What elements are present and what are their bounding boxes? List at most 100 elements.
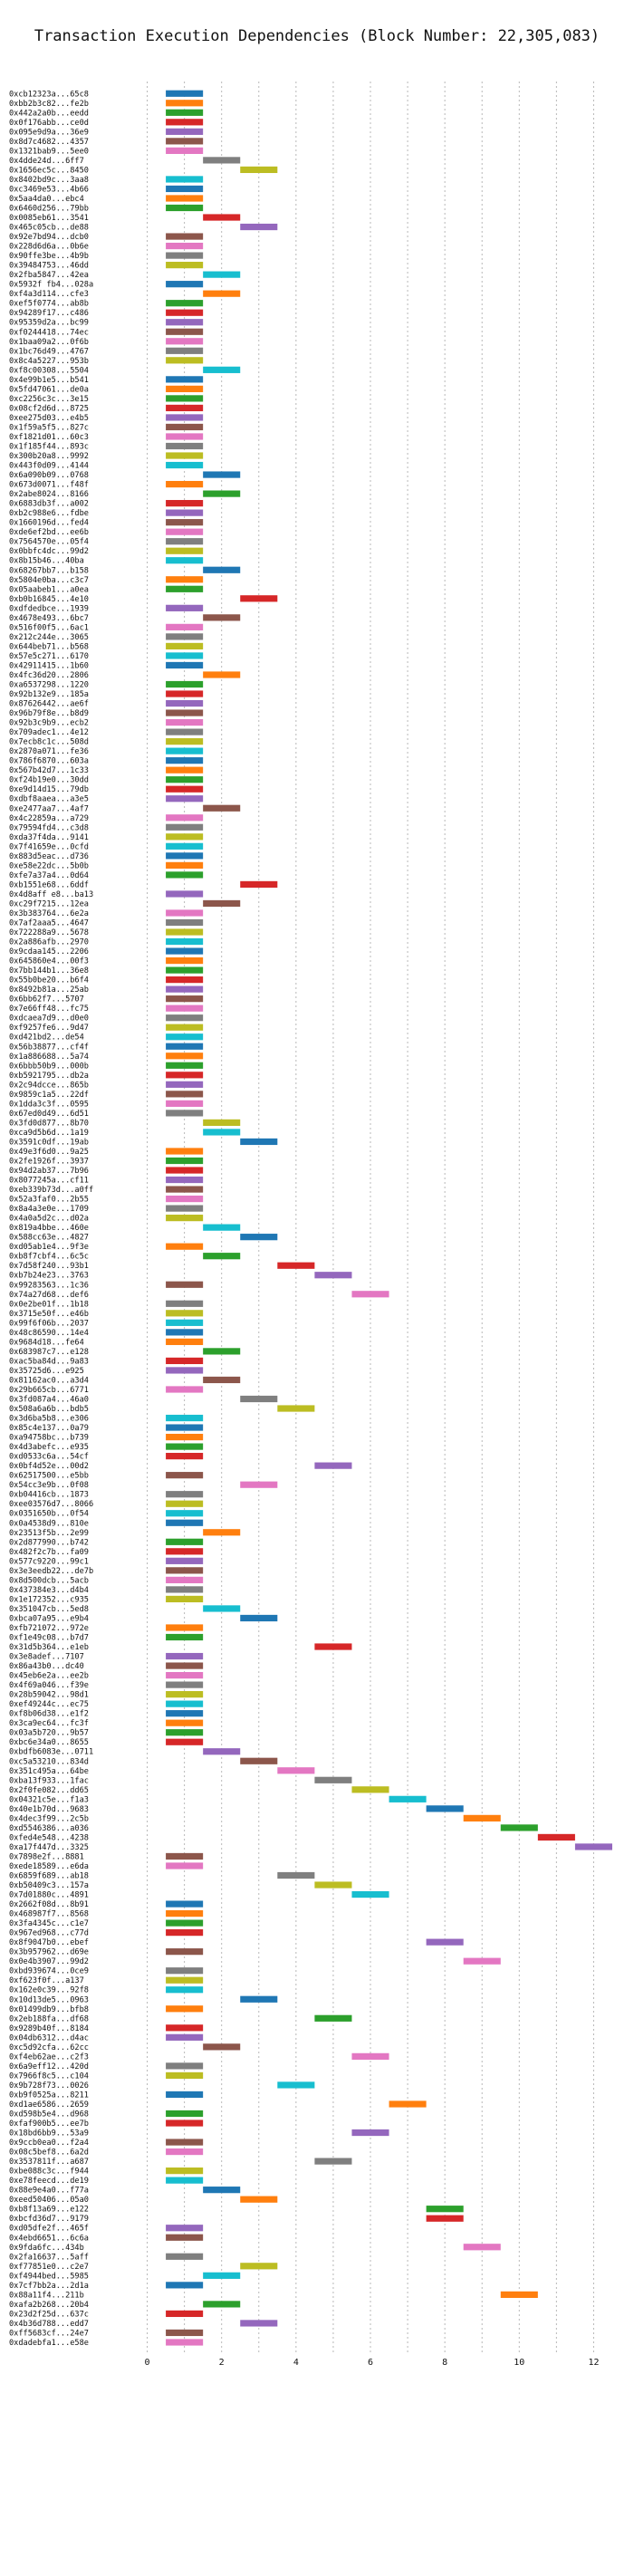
bar-13 [203, 214, 241, 221]
bar-95 [166, 995, 204, 1003]
bar-176 [277, 1767, 315, 1774]
bar-37 [166, 442, 204, 450]
y-label-2: 0x442a2a0b...eedd [9, 109, 89, 118]
bar-169 [166, 1700, 204, 1707]
y-label-31: 0x5fd47061...de0a [9, 385, 89, 394]
bar-93 [166, 976, 204, 984]
bar-63 [166, 690, 204, 697]
bar-74 [166, 795, 204, 803]
y-label-195: 0x3b957962...d69e [9, 1948, 89, 1957]
y-label-229: 0xf4944bed...5985 [9, 2272, 89, 2281]
bar-39 [166, 461, 204, 469]
y-label-18: 0x39484753...46dd [9, 262, 89, 271]
bar-79 [166, 842, 204, 850]
bar-123 [277, 1262, 315, 1269]
bar-51 [166, 576, 204, 583]
bar-152 [166, 1538, 204, 1545]
bar-35 [166, 423, 204, 431]
bar-52 [166, 585, 204, 592]
y-label-16: 0x228d6d6a...0b6e [9, 243, 89, 252]
bar-66 [166, 718, 204, 726]
y-label-214: 0x18bd6bb9...53a9 [9, 2129, 89, 2139]
bar-11 [166, 195, 204, 202]
y-label-19: 0x2fba5847...42ea [9, 271, 89, 280]
y-label-228: 0xf77851e0...c2e7 [9, 2263, 89, 2272]
y-label-112: 0x2fe1926f...3937 [9, 1158, 89, 1167]
y-label-66: 0x92b3c9b9...ecb2 [9, 719, 89, 728]
bar-159 [203, 1605, 241, 1612]
bar-200 [240, 1995, 278, 2003]
bar-179 [389, 1795, 427, 1802]
y-label-173: 0xbc6e34a0...8655 [9, 1738, 89, 1747]
bar-191 [166, 1909, 204, 1918]
y-label-81: 0xe58e22dc...5b0b [9, 861, 89, 870]
bar-136 [166, 1386, 204, 1393]
y-label-226: 0x9fda6fc...434b [9, 2244, 84, 2253]
y-label-160: 0xbca07a95...e9b4 [9, 1614, 89, 1623]
y-label-136: 0x29b665cb...6771 [9, 1386, 89, 1395]
bar-221 [240, 2196, 278, 2203]
y-label-208: 0x7966f8c5...c104 [9, 2071, 89, 2081]
y-label-128: 0x3715e50f...e46b [9, 1310, 89, 1319]
bar-54 [166, 604, 204, 611]
bar-72 [166, 776, 204, 783]
bar-130 [166, 1329, 204, 1336]
bar-57 [166, 633, 204, 640]
y-label-34: 0xee275d03...e4b5 [9, 414, 89, 423]
y-label-27: 0x1bc76d49...4767 [9, 347, 89, 356]
y-label-152: 0x2d877990...b742 [9, 1538, 89, 1547]
bar-122 [203, 1253, 241, 1260]
y-label-188: 0xb50409c3...157a [9, 1881, 89, 1890]
y-label-164: 0x3e8adef...7107 [9, 1653, 84, 1662]
y-label-223: 0xbcfd36d7...9179 [9, 2215, 89, 2224]
bar-10 [166, 185, 204, 193]
bar-189 [351, 1890, 389, 1898]
y-label-56: 0x516f00f5...6ac1 [9, 623, 89, 632]
y-label-165: 0x86a43b0...dc40 [9, 1662, 84, 1671]
bar-12 [166, 204, 204, 212]
y-label-185: 0x7898e2f...8881 [9, 1852, 84, 1861]
bar-168 [166, 1691, 204, 1698]
bar-94 [166, 985, 204, 993]
y-label-52: 0x05aabeb1...a0ea [9, 585, 89, 594]
y-label-78: 0xda37f4da...9141 [9, 833, 89, 842]
bar-90 [166, 947, 204, 955]
bar-77 [166, 823, 204, 831]
y-label-224: 0xd05dfe2f...465f [9, 2225, 89, 2234]
bar-1 [166, 100, 204, 107]
bar-2 [166, 109, 204, 116]
y-label-121: 0xd05ab1e4...9f3e [9, 1243, 89, 1252]
y-label-198: 0xf623f0f...a137 [9, 1976, 84, 1985]
y-label-95: 0x6bb62f7...5707 [9, 995, 84, 1004]
bar-199 [166, 1986, 204, 1994]
bar-171 [166, 1719, 204, 1726]
bar-226 [463, 2244, 501, 2251]
x-tick-6: 6 [368, 2358, 373, 2368]
y-label-178: 0x2f0fe082...dd65 [9, 1786, 89, 1795]
bar-0 [166, 90, 204, 97]
y-label-168: 0x28b59042...98d1 [9, 1691, 89, 1700]
y-label-162: 0xf1e49c08...b7d7 [9, 1634, 89, 1643]
bar-58 [166, 642, 204, 650]
y-label-197: 0xbd939674...0ce9 [9, 1967, 89, 1976]
bar-212 [166, 2110, 204, 2118]
y-label-82: 0xfe7a37a4...0d64 [9, 871, 89, 880]
bar-34 [166, 414, 204, 421]
y-label-39: 0x443f0d09...4144 [9, 462, 89, 471]
y-label-90: 0x9cdaa145...2206 [9, 947, 89, 956]
y-label-29: 0xf8c00308...5504 [9, 366, 89, 375]
y-label-36: 0xf1821d01...60c3 [9, 433, 89, 442]
bar-42 [203, 490, 241, 497]
y-label-123: 0x7d58f240...93b1 [9, 1262, 89, 1271]
y-label-174: 0xbdfb6083e...0711 [9, 1748, 93, 1757]
bar-88 [166, 928, 204, 936]
bar-111 [166, 1148, 204, 1155]
y-label-50: 0x68267bb7...b158 [9, 566, 89, 575]
bar-127 [166, 1300, 204, 1307]
y-label-212: 0xd598b5e4...d968 [9, 2110, 89, 2119]
bar-156 [166, 1576, 204, 1583]
bar-59 [166, 652, 204, 659]
bar-181 [463, 1814, 501, 1821]
y-label-41: 0x673d0071...f48f [9, 481, 89, 490]
bar-67 [166, 728, 204, 735]
